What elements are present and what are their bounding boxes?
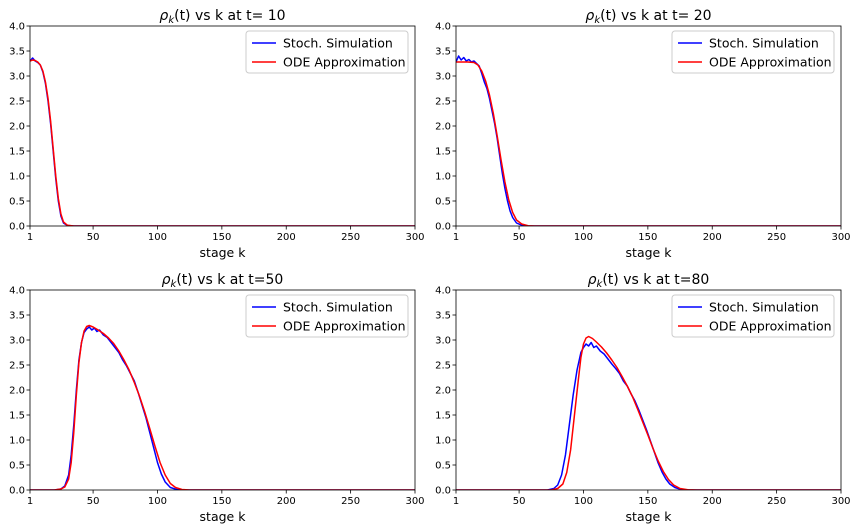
x-tick-label: 250: [767, 232, 786, 243]
y-tick-label: 1.0: [435, 172, 451, 183]
x-tick-label: 50: [87, 232, 100, 243]
series-line-ode: [30, 324, 415, 490]
x-tick-label: 150: [212, 232, 231, 243]
x-tick-label: 150: [638, 496, 657, 507]
legend-box: [245, 30, 409, 74]
x-tick-label: 150: [638, 232, 657, 243]
x-axis-label: stage k: [200, 245, 247, 260]
y-tick-label: 0.0: [9, 486, 25, 497]
y-tick-label: 4.0: [9, 286, 25, 297]
legend-box: [671, 30, 835, 74]
x-tick-label: 300: [405, 496, 424, 507]
x-axis-label: stage k: [200, 509, 247, 524]
y-tick-label: 3.0: [9, 72, 25, 83]
x-tick-label: 1: [453, 496, 459, 507]
x-tick-label: 200: [277, 496, 296, 507]
x-tick-label: 100: [574, 496, 593, 507]
legend-label: Stoch. Simulation: [283, 36, 393, 51]
y-tick-label: 4.0: [9, 22, 25, 33]
x-axis-label: stage k: [626, 509, 673, 524]
legend-box: [245, 294, 409, 338]
y-tick-label: 0.0: [9, 222, 25, 233]
x-tick-label: 300: [831, 232, 850, 243]
y-tick-label: 4.0: [435, 286, 451, 297]
x-tick-label: 50: [87, 496, 100, 507]
y-tick-label: 1.0: [9, 172, 25, 183]
legend-label: Stoch. Simulation: [283, 300, 393, 315]
series-line-stochastic: [456, 341, 841, 490]
x-tick-label: 100: [148, 496, 167, 507]
y-tick-label: 0.5: [9, 197, 25, 208]
subplot-title: ρk(t) vs k at t= 10: [159, 8, 285, 26]
y-tick-label: 3.5: [9, 47, 25, 58]
legend-label: ODE Approximation: [283, 55, 406, 70]
y-tick-label: 1.0: [435, 436, 451, 447]
y-tick-label: 2.0: [9, 122, 25, 133]
y-tick-label: 1.5: [9, 411, 25, 422]
y-tick-label: 1.5: [435, 411, 451, 422]
x-tick-label: 250: [341, 232, 360, 243]
y-tick-label: 3.0: [435, 72, 451, 83]
y-tick-label: 2.0: [435, 386, 451, 397]
legend-label: ODE Approximation: [709, 319, 832, 334]
y-tick-label: 2.0: [435, 122, 451, 133]
y-tick-label: 0.0: [435, 486, 451, 497]
x-tick-label: 1: [27, 232, 33, 243]
x-tick-label: 1: [27, 496, 33, 507]
y-tick-label: 3.5: [9, 311, 25, 322]
legend: Stoch. Simulation ODE Approximation: [245, 30, 409, 74]
legend-label: Stoch. Simulation: [709, 300, 819, 315]
x-tick-label: 250: [341, 496, 360, 507]
x-tick-label: 50: [513, 496, 526, 507]
y-tick-label: 0.5: [435, 461, 451, 472]
y-tick-label: 2.5: [435, 97, 451, 108]
x-axis-label: stage k: [626, 245, 673, 260]
series-line-ode: [30, 59, 415, 226]
legend: Stoch. Simulation ODE Approximation: [671, 30, 835, 74]
legend-label: ODE Approximation: [283, 319, 406, 334]
x-tick-label: 1: [453, 232, 459, 243]
y-tick-label: 0.5: [9, 461, 25, 472]
x-tick-label: 200: [703, 232, 722, 243]
y-tick-label: 1.5: [435, 147, 451, 158]
x-tick-label: 150: [212, 496, 231, 507]
subplot-4: 1 50 100 150 200 250 3000.00.51.01.52.02.53.03…: [435, 272, 850, 524]
y-tick-label: 0.0: [435, 222, 451, 233]
y-tick-label: 1.0: [9, 436, 25, 447]
y-tick-label: 4.0: [435, 22, 451, 33]
subplot-3: 1 50 100 150 200 250 3000.00.51.01.52.02.53.03…: [9, 272, 424, 524]
subplot-2: 1 50 100 150 200 250 3000.00.51.01.52.02.53.03…: [435, 8, 850, 260]
y-tick-label: 2.5: [9, 361, 25, 372]
y-tick-label: 3.5: [435, 311, 451, 322]
subplot-title: ρk(t) vs k at t=50: [162, 272, 284, 290]
subplot-1: 1 50 100 150 200 250 3000.00.51.01.52.02.53.03…: [9, 8, 424, 260]
legend: Stoch. Simulation ODE Approximation: [245, 294, 409, 338]
series-line-ode: [456, 335, 841, 490]
y-tick-label: 2.5: [435, 361, 451, 372]
legend-label: Stoch. Simulation: [709, 36, 819, 51]
y-tick-label: 3.5: [435, 47, 451, 58]
x-tick-label: 200: [703, 496, 722, 507]
subplot-title: ρk(t) vs k at t=80: [588, 272, 710, 290]
x-tick-label: 200: [277, 232, 296, 243]
x-tick-label: 300: [405, 232, 424, 243]
x-tick-label: 100: [574, 232, 593, 243]
x-tick-label: 100: [148, 232, 167, 243]
y-tick-label: 0.5: [435, 197, 451, 208]
x-tick-label: 250: [767, 496, 786, 507]
x-tick-label: 50: [513, 232, 526, 243]
y-tick-label: 3.0: [9, 336, 25, 347]
series-line-ode: [456, 61, 841, 226]
y-tick-label: 3.0: [435, 336, 451, 347]
legend-box: [671, 294, 835, 338]
legend-label: ODE Approximation: [709, 55, 832, 70]
y-tick-label: 2.0: [9, 386, 25, 397]
y-tick-label: 2.5: [9, 97, 25, 108]
y-tick-label: 1.5: [9, 147, 25, 158]
x-tick-label: 300: [831, 496, 850, 507]
subplot-title: ρk(t) vs k at t= 20: [585, 8, 711, 26]
legend: Stoch. Simulation ODE Approximation: [671, 294, 835, 338]
